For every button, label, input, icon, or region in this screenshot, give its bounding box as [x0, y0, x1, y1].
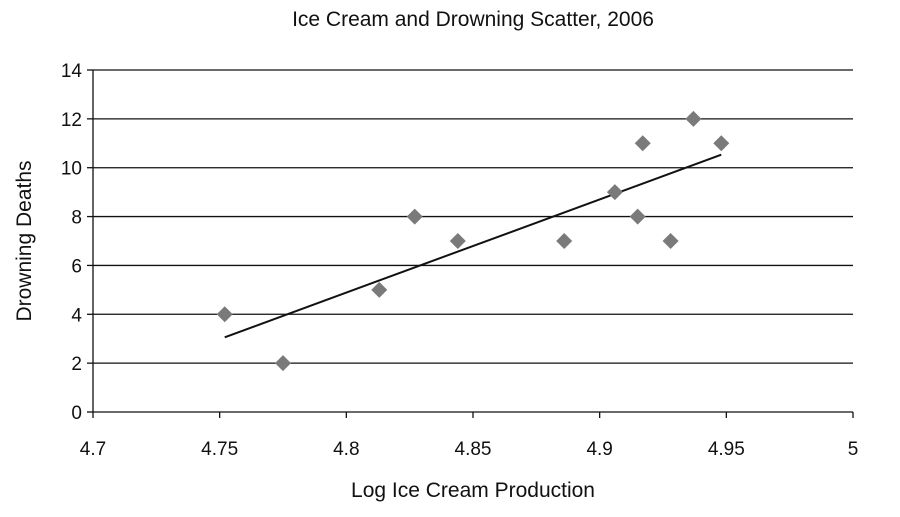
data-point [629, 208, 646, 225]
trendline-layer [224, 153, 722, 339]
y-tick-label: 12 [61, 110, 82, 131]
data-point [685, 110, 702, 127]
x-axis-title: Log Ice Cream Production [351, 479, 595, 502]
data-points [216, 110, 730, 372]
axes [87, 69, 854, 418]
x-tick-label: 4.7 [80, 439, 106, 460]
x-tick-label: 5 [848, 439, 859, 460]
data-point [216, 306, 233, 323]
tick-labels: 0 2 4 6 8 10 12 14 4.7 4.75 4.8 4.85 4.9 4.95 5 [61, 61, 858, 460]
x-tick-label: 4.75 [201, 439, 238, 460]
data-point [713, 135, 730, 152]
trendline [224, 153, 722, 339]
x-tick-label: 4.85 [455, 439, 492, 460]
data-point [371, 281, 388, 298]
grid-lines [93, 69, 853, 364]
data-point [556, 233, 573, 249]
y-tick-label: 2 [71, 354, 82, 375]
y-tick-label: 0 [71, 403, 82, 424]
data-point [275, 355, 291, 372]
data-point [449, 233, 466, 249]
data-point [634, 135, 651, 152]
y-tick-label: 4 [71, 305, 82, 326]
x-tick-label: 4.95 [708, 439, 745, 460]
y-tick-label: 10 [61, 159, 82, 180]
data-point [662, 233, 679, 249]
x-tick-label: 4.8 [333, 439, 359, 460]
y-tick-label: 6 [71, 256, 82, 277]
data-point [406, 208, 423, 225]
y-tick-label: 14 [61, 61, 83, 82]
x-tick-label: 4.9 [586, 439, 612, 460]
data-point [606, 184, 623, 201]
y-axis-title: Drowning Deaths [13, 160, 36, 321]
chart-title: Ice Cream and Drowning Scatter, 2006 [292, 8, 654, 31]
y-tick-label: 8 [71, 208, 82, 229]
